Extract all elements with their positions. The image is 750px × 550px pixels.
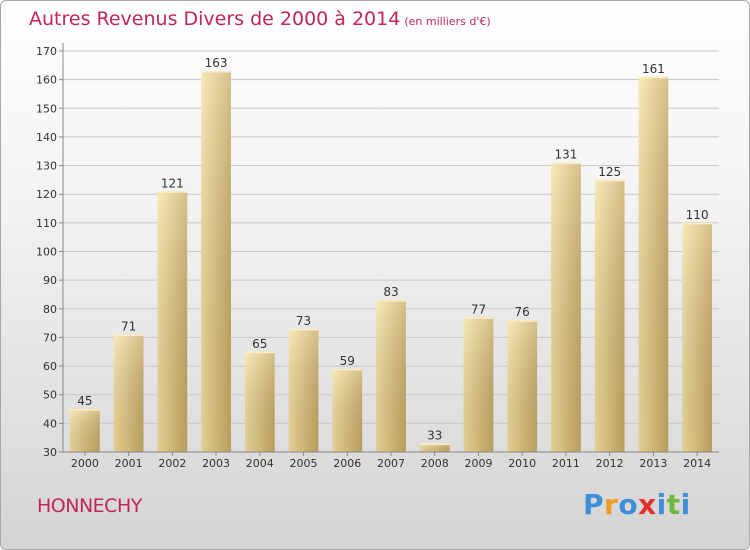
data-label: 59	[340, 354, 355, 368]
bar-top-edge	[594, 179, 625, 182]
data-label: 125	[598, 165, 621, 179]
logo-letter: i	[680, 488, 691, 521]
bar-shade	[682, 222, 713, 452]
bar-top-edge	[638, 76, 669, 79]
bar-top-edge	[463, 317, 494, 319]
label-layer: 45 71 121 163 65 73 59 83 33 77 76 131 125 161 110	[77, 56, 708, 442]
proxiti-logo: Proxiti	[583, 488, 691, 521]
y-tick-label: 30	[43, 446, 57, 459]
bar-shade	[244, 351, 275, 452]
y-tick-label: 100	[36, 246, 57, 259]
bar-layer	[69, 71, 713, 453]
y-tick-label: 50	[43, 389, 57, 402]
x-tick-label: 2000	[71, 457, 99, 470]
x-tick-label: 2006	[333, 457, 361, 470]
data-label: 76	[515, 305, 530, 319]
bar-top-edge	[332, 368, 363, 371]
data-label: 121	[161, 176, 184, 190]
x-tick-label: 2009	[464, 457, 492, 470]
bar-top-edge	[69, 409, 100, 411]
bar-shade	[157, 191, 188, 452]
y-tick-label: 70	[43, 331, 57, 344]
data-label: 163	[205, 56, 228, 70]
y-tick-label: 40	[43, 417, 57, 430]
bar-top-edge	[113, 334, 144, 337]
data-label: 71	[121, 320, 136, 334]
x-tick-label: 2007	[377, 457, 405, 470]
x-tick-label: 2010	[508, 457, 536, 470]
bar-shade	[332, 368, 363, 452]
bar-shade	[638, 76, 669, 453]
data-label: 83	[383, 285, 398, 299]
x-tick-label: 2012	[596, 457, 624, 470]
bar-top-edge	[288, 328, 319, 331]
bar-shade	[69, 409, 100, 452]
logo-letter: o	[618, 488, 639, 521]
y-tick-label: 120	[36, 188, 57, 201]
data-label: 110	[686, 208, 709, 222]
bar-top-edge	[507, 320, 538, 322]
x-tick-label: 2001	[115, 457, 143, 470]
y-tick-label: 160	[36, 74, 57, 87]
x-tick-label: 2008	[421, 457, 449, 470]
y-tick-label: 60	[43, 360, 57, 373]
x-tick-label: 2013	[639, 457, 667, 470]
data-label: 73	[296, 314, 311, 328]
y-tick-label: 150	[36, 102, 57, 115]
bar-top-edge	[376, 300, 406, 302]
y-tick-label: 110	[36, 217, 57, 230]
logo-letter: i	[656, 488, 667, 521]
commune-name: HONNECHY	[37, 495, 142, 517]
x-tick-label: 2011	[552, 457, 580, 470]
bar-top-edge	[551, 162, 581, 165]
logo-letter: P	[583, 488, 605, 521]
bar-shade	[551, 162, 581, 452]
data-label: 131	[554, 148, 577, 162]
x-tick-label: 2014	[683, 457, 711, 470]
bar-shade	[507, 320, 538, 452]
bar-shade	[419, 443, 450, 452]
bar-top-edge	[419, 443, 450, 445]
data-label: 33	[427, 428, 442, 442]
bar-shade	[113, 334, 144, 452]
bar-top-edge	[244, 351, 275, 354]
bar-shade	[463, 317, 494, 452]
x-tick-label: 2003	[202, 457, 230, 470]
y-tick-label: 130	[36, 160, 57, 173]
data-label: 65	[252, 337, 267, 351]
data-label: 161	[642, 62, 665, 76]
chart-title: Autres Revenus Divers de 2000 à 2014 (en …	[29, 8, 491, 30]
y-tick-label: 170	[36, 45, 57, 58]
bar-top-edge	[201, 71, 231, 73]
data-label: 77	[471, 302, 486, 316]
logo-letter: x	[638, 488, 657, 521]
x-tick-label: 2004	[246, 457, 274, 470]
y-tick-label: 80	[43, 303, 57, 316]
chart-subtitle: (en milliers d'€)	[404, 15, 491, 28]
bar-shade	[376, 300, 406, 452]
y-tick-label: 140	[36, 131, 57, 144]
y-tick-label: 90	[43, 274, 57, 287]
bar-shade	[288, 328, 319, 452]
bar-top-edge	[682, 222, 713, 225]
axis-layer: 30 40 50 60 70 80 90 100 110 120 130 140 150 160 170 20…	[36, 43, 719, 470]
bar-shade	[594, 179, 625, 452]
logo-letter: r	[604, 488, 619, 521]
x-tick-label: 2005	[290, 457, 318, 470]
bar-top-edge	[157, 191, 188, 193]
x-tick-label: 2002	[158, 457, 186, 470]
chart-title-text: Autres Revenus Divers de 2000 à 2014	[29, 8, 401, 30]
bar-shade	[201, 71, 231, 453]
logo-letter: t	[666, 488, 681, 521]
data-label: 45	[77, 394, 92, 408]
